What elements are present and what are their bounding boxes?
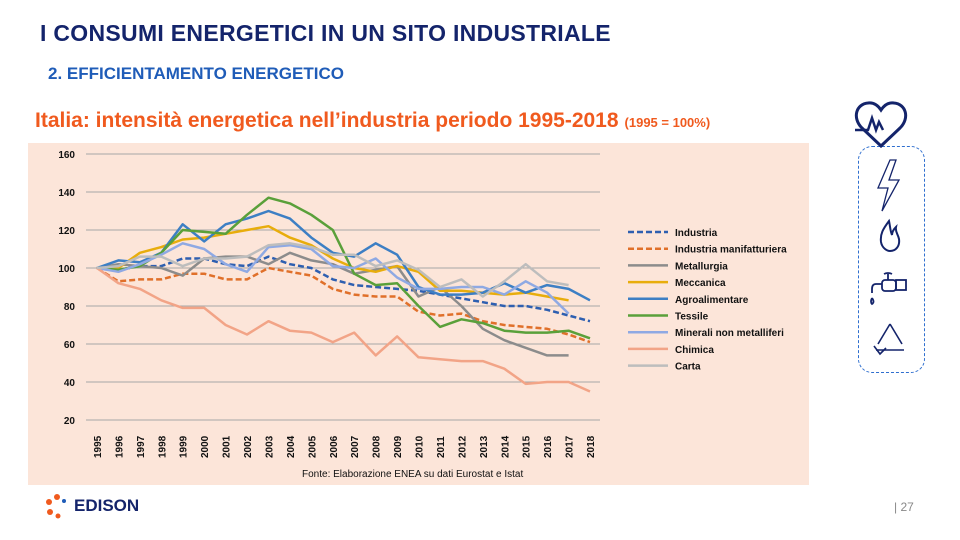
y-tick-label: 160 [58, 150, 75, 161]
y-tick-label: 140 [58, 188, 75, 199]
page-number: | 27 [894, 500, 914, 514]
legend-label: Carta [675, 362, 701, 373]
y-tick-label: 100 [58, 264, 75, 275]
edison-logo-text: EDISON [74, 496, 140, 515]
slide-title: I CONSUMI ENERGETICI IN UN SITO INDUSTRI… [40, 20, 611, 46]
y-tick-label: 60 [64, 340, 76, 351]
x-tick-label: 2011 [436, 436, 447, 458]
x-tick-label: 1998 [157, 435, 168, 458]
legend-label: Meccanica [675, 278, 726, 289]
recycle-icon [873, 323, 904, 356]
x-tick-label: 2000 [200, 435, 211, 458]
legend-label: Tessile [675, 312, 709, 323]
x-tick-label: 2008 [372, 435, 383, 458]
legend-label: Minerali non metalliferi [675, 328, 784, 339]
x-tick-label: 2010 [415, 435, 426, 458]
lightning-icon [877, 159, 901, 212]
x-tick-label: 1999 [179, 435, 190, 458]
x-tick-label: 2001 [222, 435, 233, 458]
series-line-chimica [96, 266, 591, 393]
chart-title-text: Italia: intensità energetica nell’indust… [35, 109, 619, 132]
chart-title: Italia: intensità energetica nell’indust… [35, 109, 710, 133]
x-tick-label: 2002 [243, 435, 254, 458]
energy-icons-panel [858, 146, 925, 373]
x-tick-label: 1996 [114, 435, 125, 458]
series-line-meccanica [97, 224, 569, 302]
x-tick-label: 2009 [393, 435, 404, 458]
y-tick-label: 120 [58, 226, 75, 237]
y-tick-label: 80 [64, 302, 76, 313]
x-tick-label: 2017 [565, 435, 576, 458]
x-tick-label: 2013 [479, 435, 490, 458]
series-line-minerali-non-metalliferi [96, 242, 570, 315]
legend-label: Industria manifatturiera [675, 245, 787, 256]
flame-icon [879, 218, 901, 253]
icon-column [854, 101, 908, 356]
x-tick-label: 2018 [586, 435, 597, 458]
edison-logo-mark-icon [46, 494, 66, 519]
legend-label: Agroalimentare [675, 295, 749, 306]
x-tick-label: 2003 [264, 435, 275, 458]
x-tick-label: 2006 [329, 435, 340, 458]
x-tick-label: 2007 [350, 435, 361, 458]
x-tick-label: 2016 [543, 435, 554, 458]
series-line-metallurgia [96, 251, 569, 357]
x-tick-label: 2012 [457, 435, 468, 458]
legend-label: Industria [675, 228, 718, 239]
heart-pulse-icon [854, 101, 908, 149]
line-chart: 20 40 60 80 100 120 140 160 1995 1996 1997 1998 1999… [28, 143, 809, 485]
legend-label: Chimica [675, 345, 714, 356]
water-tap-icon [870, 272, 907, 306]
legend-label: Metallurgia [675, 261, 728, 272]
chart-source: Fonte: Elaborazione ENEA su dati Eurosta… [302, 469, 523, 480]
series-line-carta [96, 242, 569, 298]
edison-logo: EDISON [44, 493, 139, 519]
series-line-tessile [96, 196, 591, 340]
x-tick-label: 1997 [136, 435, 147, 458]
series-line-industria [96, 255, 591, 323]
x-tick-label: 1995 [93, 435, 104, 458]
y-tick-label: 40 [64, 378, 76, 389]
chart-background [28, 143, 809, 485]
x-tick-label: 2014 [500, 435, 511, 458]
x-tick-label: 2015 [522, 435, 533, 458]
y-tick-label: 20 [64, 416, 76, 427]
slide-subtitle: 2. EFFICIENTAMENTO ENERGETICO [48, 64, 344, 83]
x-tick-label: 2005 [307, 435, 318, 458]
x-tick-label: 2004 [286, 435, 297, 458]
chart-title-note: (1995 = 100%) [624, 115, 711, 130]
